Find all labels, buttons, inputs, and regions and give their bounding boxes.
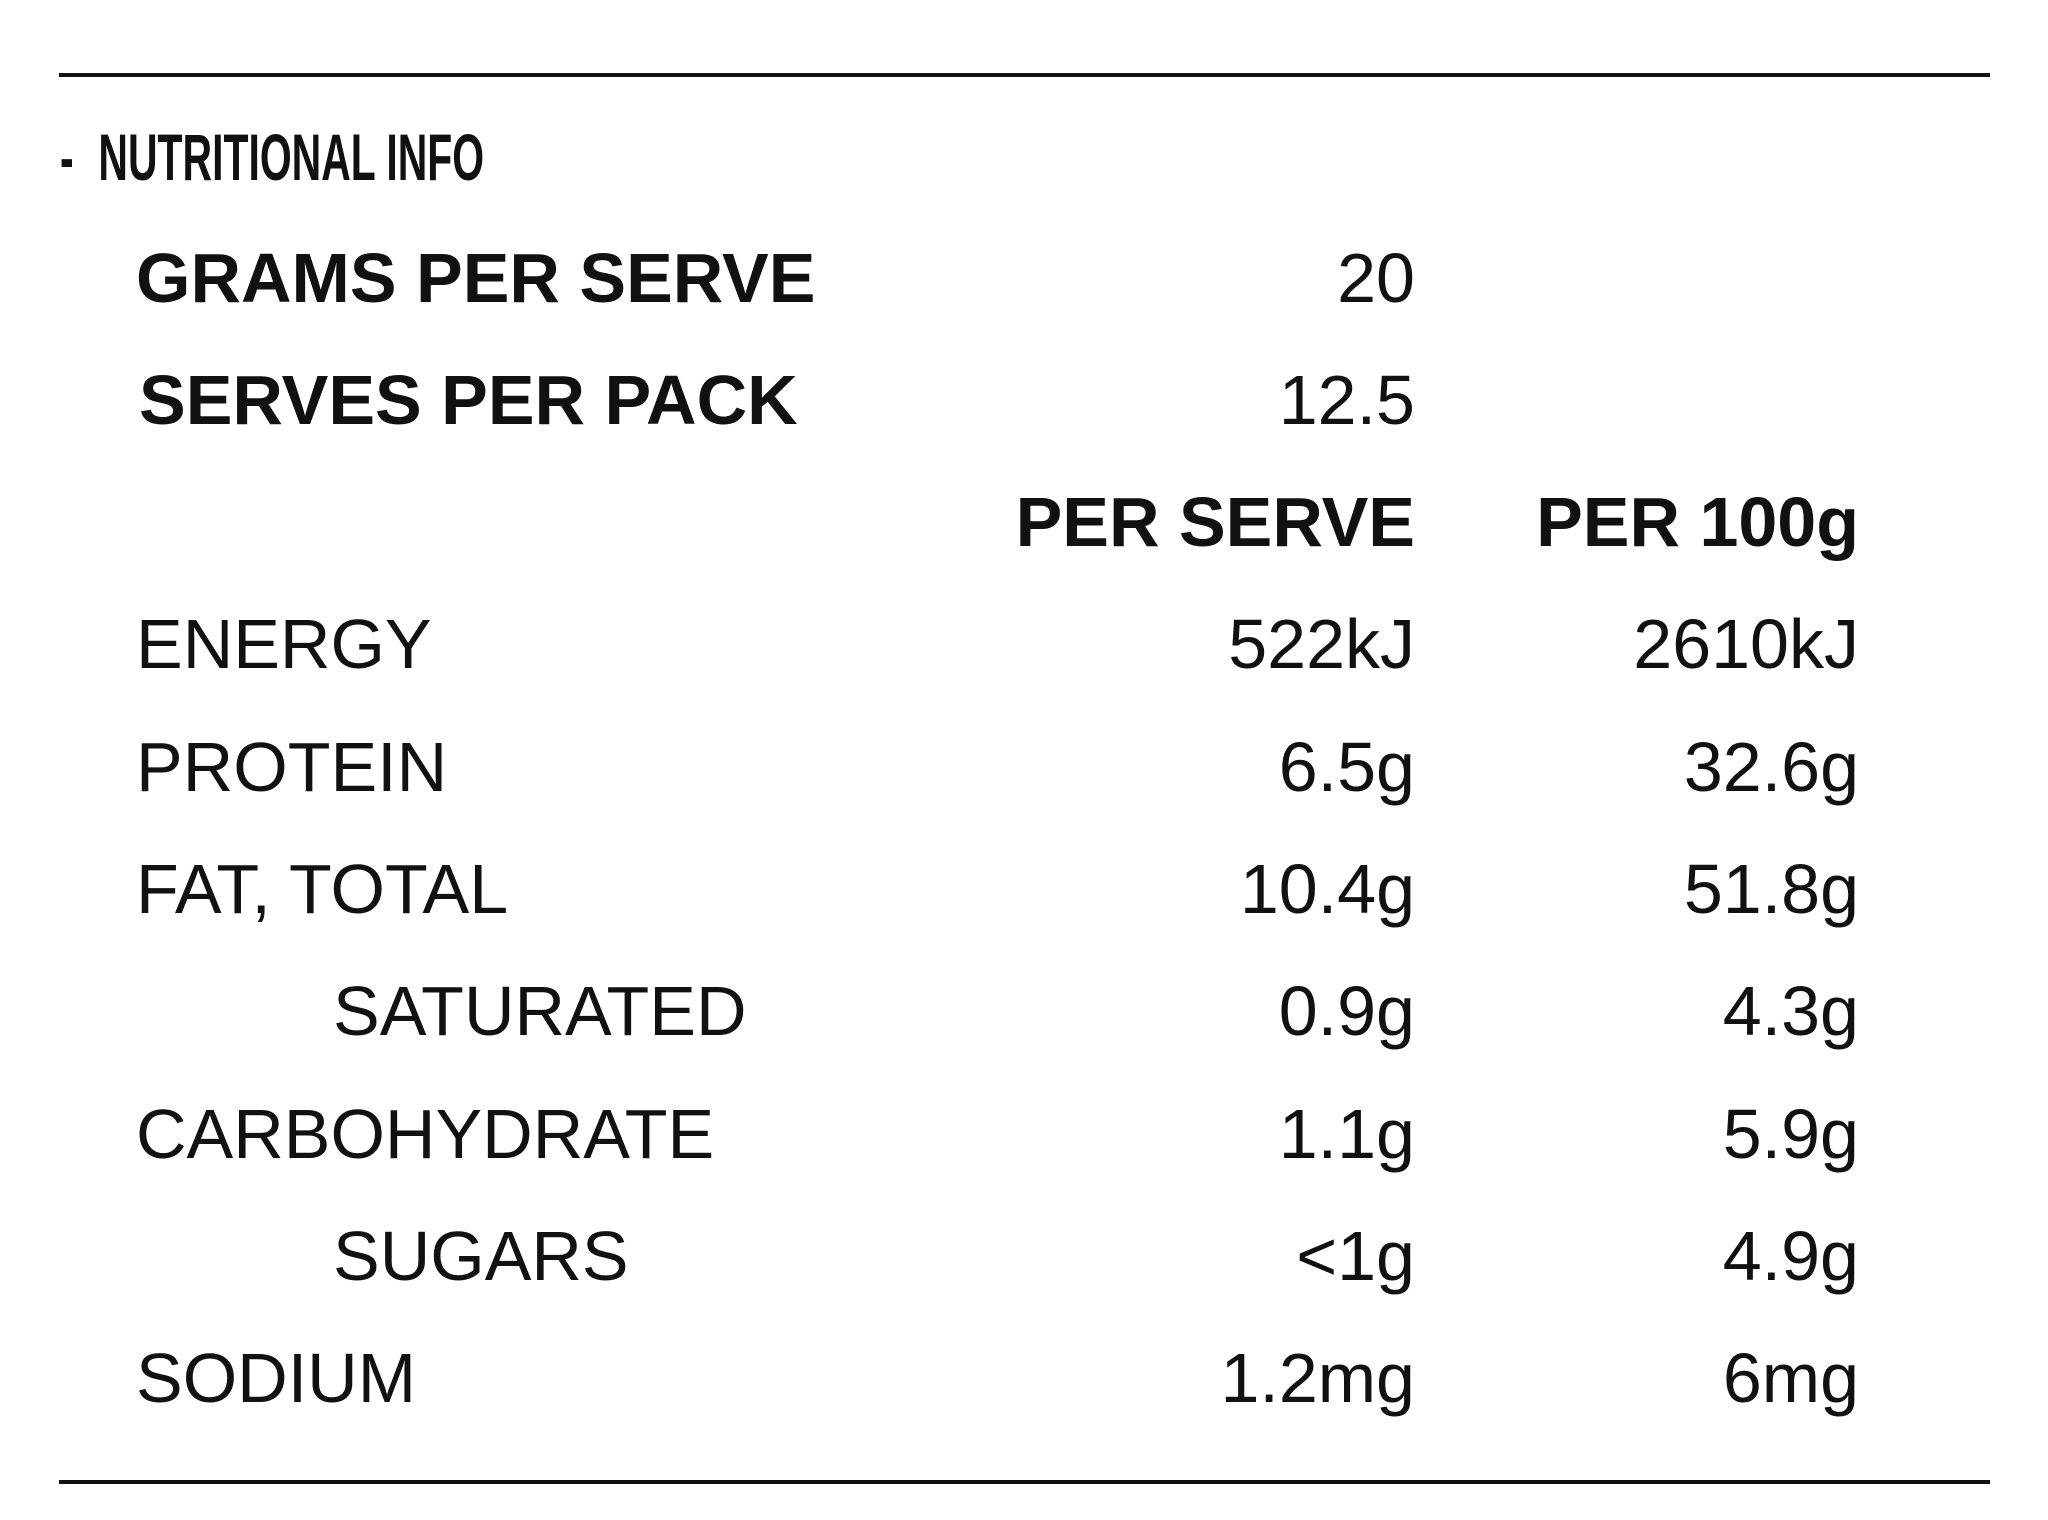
top-rule: [59, 73, 1990, 77]
per-serve: 0.9g: [1278, 972, 1415, 1050]
per-100g: 32.6g: [1683, 728, 1859, 806]
serving-label: SERVES PER PACK: [139, 361, 798, 439]
column-header: PER 100g: [1536, 483, 1859, 561]
row-label: SATURATED: [333, 972, 747, 1050]
per-100g: 4.3g: [1722, 972, 1859, 1050]
section-header[interactable]: - NUTRITIONAL INFO: [60, 119, 509, 195]
serving-value: 20: [1337, 239, 1415, 317]
per-serve: 1.1g: [1278, 1095, 1415, 1173]
row-label: SODIUM: [136, 1339, 416, 1417]
serving-label: GRAMS PER SERVE: [136, 239, 816, 317]
row-label: ENERGY: [136, 605, 432, 683]
bottom-rule: [59, 1480, 1990, 1484]
per-serve: 10.4g: [1239, 850, 1415, 928]
per-serve: 6.5g: [1278, 728, 1415, 806]
per-100g: 2610kJ: [1633, 605, 1859, 683]
row-label: FAT, TOTAL: [136, 850, 509, 928]
per-100g: 5.9g: [1722, 1095, 1859, 1173]
section-title[interactable]: NUTRITIONAL INFO: [98, 120, 485, 194]
row-label: SUGARS: [333, 1217, 629, 1295]
per-serve: <1g: [1296, 1217, 1415, 1295]
row-label: PROTEIN: [136, 728, 448, 806]
serving-value: 12.5: [1278, 361, 1415, 439]
per-100g: 6mg: [1722, 1339, 1859, 1417]
per-100g: 4.9g: [1722, 1217, 1859, 1295]
column-header: PER SERVE: [1015, 483, 1415, 561]
per-serve: 522kJ: [1228, 605, 1415, 683]
collapse-toggle[interactable]: -: [60, 120, 74, 194]
row-label: CARBOHYDRATE: [136, 1095, 715, 1173]
per-100g: 51.8g: [1683, 850, 1859, 928]
per-serve: 1.2mg: [1220, 1339, 1415, 1417]
